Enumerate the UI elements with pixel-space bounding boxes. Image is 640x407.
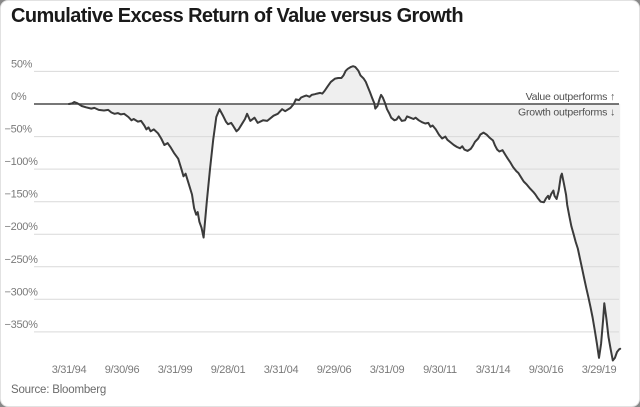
x-tick-label: 9/30/96 (105, 364, 140, 376)
y-tick-label: −200% (5, 221, 39, 233)
excess-return-area-chart: 50% 0% −50% −100% −150% −200% −250% −300% −350% 3… (5, 58, 622, 376)
annotation-value-outperforms: Value outperforms ↑ (526, 91, 615, 103)
y-tick-label: −150% (5, 189, 39, 201)
y-tick-label: −100% (5, 156, 39, 168)
x-tick-label: 9/30/16 (529, 364, 564, 376)
x-tick-label: 9/29/06 (317, 364, 352, 376)
x-tick-label: 3/31/99 (158, 364, 193, 376)
y-tick-label: 0% (11, 91, 27, 103)
x-tick-label: 3/31/09 (370, 364, 405, 376)
area-fill (69, 66, 621, 361)
y-tick-label: −250% (5, 254, 39, 266)
x-tick-label: 9/30/11 (423, 364, 457, 376)
annotation-growth-outperforms: Growth outperforms ↓ (518, 107, 615, 119)
x-tick-label: 3/31/04 (264, 364, 299, 376)
x-tick-label: 3/29/19 (582, 364, 617, 376)
y-tick-label: −300% (5, 286, 39, 298)
source-attribution: Source: Bloomberg (11, 384, 107, 396)
chart-title: Cumulative Excess Return of Value versus… (11, 5, 464, 27)
x-tick-label: 9/28/01 (211, 364, 246, 376)
y-tick-label: −350% (5, 319, 39, 331)
series-line (68, 65, 622, 362)
x-tick-label: 3/31/14 (476, 364, 511, 376)
x-tick-label: 3/31/94 (52, 364, 87, 376)
y-tick-label: −50% (5, 124, 33, 136)
y-tick-label: 50% (11, 58, 33, 70)
